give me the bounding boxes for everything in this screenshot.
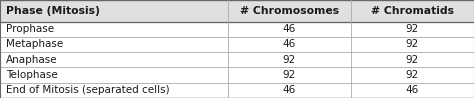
Text: 92: 92 (406, 24, 419, 34)
Text: 46: 46 (283, 85, 296, 95)
Text: 46: 46 (406, 85, 419, 95)
Text: Anaphase: Anaphase (6, 55, 57, 65)
Text: 92: 92 (283, 70, 296, 80)
Text: Phase (Mitosis): Phase (Mitosis) (6, 6, 100, 16)
Text: Prophase: Prophase (6, 24, 54, 34)
Text: 46: 46 (283, 39, 296, 49)
Text: # Chromosomes: # Chromosomes (239, 6, 339, 16)
Text: 92: 92 (406, 39, 419, 49)
Text: Telophase: Telophase (6, 70, 57, 80)
Text: 92: 92 (406, 55, 419, 65)
Text: # Chromatids: # Chromatids (371, 6, 454, 16)
Bar (0, 0, 474, 22)
Text: 92: 92 (406, 70, 419, 80)
Text: End of Mitosis (separated cells): End of Mitosis (separated cells) (6, 85, 169, 95)
Text: 46: 46 (283, 24, 296, 34)
Text: 92: 92 (283, 55, 296, 65)
Text: Metaphase: Metaphase (6, 39, 63, 49)
